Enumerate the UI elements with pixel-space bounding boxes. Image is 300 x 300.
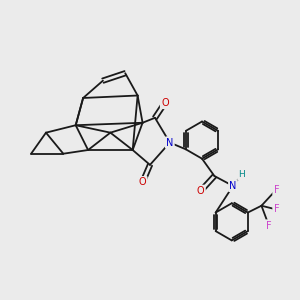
Text: O: O [161,98,169,108]
Text: N: N [166,138,173,148]
Text: N: N [229,181,237,191]
Text: O: O [139,177,146,187]
Text: F: F [266,220,272,230]
Text: H: H [238,170,245,179]
Text: F: F [274,184,279,195]
Text: O: O [197,186,205,196]
Text: F: F [274,204,279,214]
